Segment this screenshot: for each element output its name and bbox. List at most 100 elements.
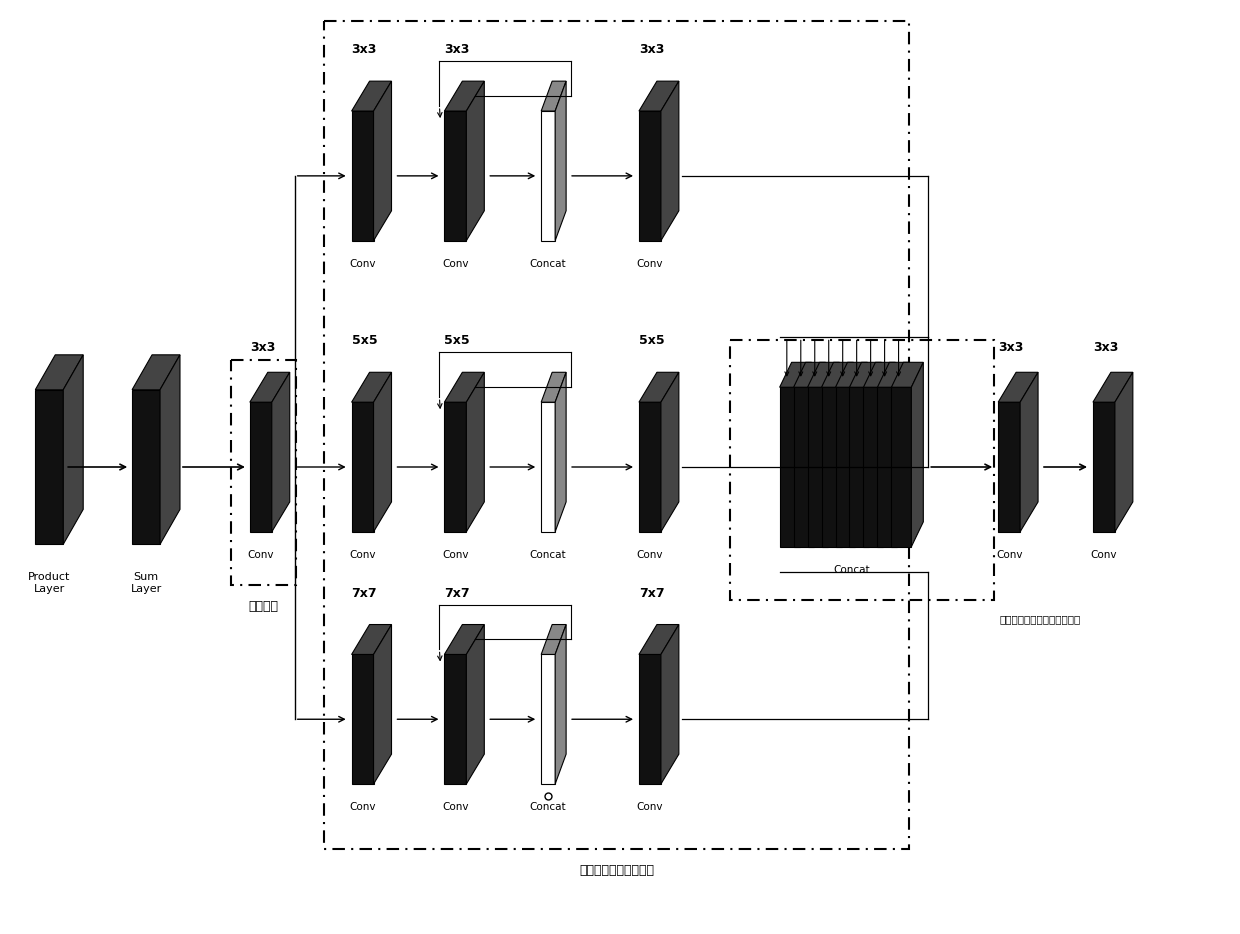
Text: Conv: Conv — [443, 802, 469, 812]
Text: Conv: Conv — [248, 550, 274, 559]
Polygon shape — [842, 362, 853, 546]
Polygon shape — [1092, 373, 1133, 403]
Polygon shape — [373, 81, 392, 241]
Polygon shape — [856, 362, 868, 546]
Polygon shape — [541, 81, 567, 111]
Polygon shape — [35, 355, 83, 389]
Text: 7x7: 7x7 — [444, 587, 470, 600]
Polygon shape — [541, 373, 567, 403]
Polygon shape — [444, 625, 485, 655]
Polygon shape — [869, 362, 882, 546]
Polygon shape — [541, 403, 556, 531]
Polygon shape — [1021, 373, 1038, 531]
Text: 3x3: 3x3 — [1092, 341, 1118, 354]
Text: Conv: Conv — [1091, 550, 1117, 559]
Bar — [730, 340, 994, 600]
Polygon shape — [541, 111, 556, 241]
Polygon shape — [556, 373, 567, 531]
Polygon shape — [466, 625, 485, 784]
Text: Concat: Concat — [529, 550, 567, 559]
Text: Concat: Concat — [529, 802, 567, 812]
Polygon shape — [863, 388, 883, 546]
Text: 3x3: 3x3 — [352, 43, 377, 56]
Text: 5x5: 5x5 — [444, 334, 470, 347]
Text: 7x7: 7x7 — [639, 587, 665, 600]
Polygon shape — [272, 373, 290, 531]
Text: Conv: Conv — [350, 550, 376, 559]
Polygon shape — [892, 388, 911, 546]
Polygon shape — [541, 655, 556, 784]
Polygon shape — [780, 362, 811, 388]
Polygon shape — [661, 81, 678, 241]
Text: Concat: Concat — [833, 565, 869, 574]
Polygon shape — [822, 388, 842, 546]
Polygon shape — [780, 388, 800, 546]
Polygon shape — [249, 373, 290, 403]
Polygon shape — [444, 111, 466, 241]
Polygon shape — [639, 373, 678, 403]
Polygon shape — [800, 362, 811, 546]
Polygon shape — [998, 403, 1021, 531]
Text: 3x3: 3x3 — [639, 43, 665, 56]
Polygon shape — [807, 388, 827, 546]
Polygon shape — [352, 655, 373, 784]
Polygon shape — [998, 373, 1038, 403]
Polygon shape — [639, 655, 661, 784]
Polygon shape — [466, 81, 485, 241]
Polygon shape — [444, 403, 466, 531]
Polygon shape — [352, 625, 392, 655]
Polygon shape — [836, 388, 856, 546]
Text: Sum
Layer: Sum Layer — [130, 573, 161, 594]
Polygon shape — [444, 81, 485, 111]
Polygon shape — [1115, 373, 1133, 531]
Polygon shape — [160, 355, 180, 545]
Polygon shape — [373, 625, 392, 784]
Text: 多尺度卷积层计算阶段: 多尺度卷积层计算阶段 — [579, 864, 653, 877]
Text: Conv: Conv — [443, 550, 469, 559]
Polygon shape — [1092, 403, 1115, 531]
Polygon shape — [836, 362, 868, 388]
Bar — [324, 21, 909, 849]
Polygon shape — [35, 389, 63, 545]
Polygon shape — [352, 373, 392, 403]
Polygon shape — [794, 362, 826, 388]
Polygon shape — [249, 403, 272, 531]
Polygon shape — [849, 388, 869, 546]
Polygon shape — [556, 81, 567, 241]
Text: Conv: Conv — [443, 259, 469, 269]
Text: 初始阶段: 初始阶段 — [248, 600, 278, 613]
Polygon shape — [827, 362, 839, 546]
Polygon shape — [133, 389, 160, 545]
Text: Concat: Concat — [529, 259, 567, 269]
Polygon shape — [352, 81, 392, 111]
Polygon shape — [541, 625, 567, 655]
Polygon shape — [807, 362, 839, 388]
Polygon shape — [639, 81, 678, 111]
Text: Conv: Conv — [636, 802, 663, 812]
Polygon shape — [883, 362, 895, 546]
Text: Conv: Conv — [350, 802, 376, 812]
Polygon shape — [444, 655, 466, 784]
Text: Conv: Conv — [636, 550, 663, 559]
Polygon shape — [813, 362, 826, 546]
Text: 5x5: 5x5 — [352, 334, 377, 347]
Polygon shape — [133, 355, 180, 389]
Text: Product
Layer: Product Layer — [29, 573, 71, 594]
Polygon shape — [466, 373, 485, 531]
Polygon shape — [911, 362, 924, 546]
Text: 3x3: 3x3 — [998, 341, 1023, 354]
Text: 3x3: 3x3 — [444, 43, 470, 56]
Polygon shape — [556, 625, 567, 784]
Bar — [231, 361, 295, 585]
Text: 7x7: 7x7 — [352, 587, 377, 600]
Polygon shape — [639, 403, 661, 531]
Polygon shape — [878, 362, 909, 388]
Polygon shape — [849, 362, 882, 388]
Polygon shape — [794, 388, 813, 546]
Text: Conv: Conv — [636, 259, 663, 269]
Polygon shape — [444, 373, 485, 403]
Polygon shape — [373, 373, 392, 531]
Polygon shape — [63, 355, 83, 545]
Text: 多尺度卷积特征混合计算阶段: 多尺度卷积特征混合计算阶段 — [999, 615, 1080, 625]
Polygon shape — [898, 362, 909, 546]
